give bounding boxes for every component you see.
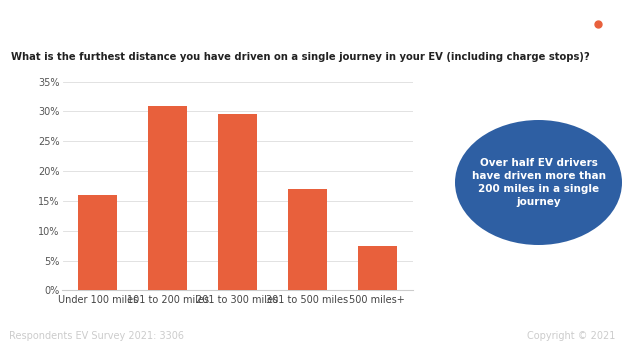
- Bar: [78, 195, 117, 290]
- Text: What is the furthest distance you have driven on a single journey in your EV (in: What is the furthest distance you have d…: [11, 52, 590, 62]
- Text: Copyright © 2021: Copyright © 2021: [528, 331, 616, 341]
- Text: ZAP: ZAP: [571, 16, 597, 29]
- Text: MAP: MAP: [609, 16, 625, 29]
- Text: Over half EV drivers
have driven more than
200 miles in a single
journey: Over half EV drivers have driven more th…: [471, 158, 606, 207]
- Text: Longer distance electric journeys becoming the norm: Longer distance electric journeys becomi…: [16, 18, 500, 32]
- Ellipse shape: [455, 120, 622, 245]
- Bar: [218, 114, 257, 290]
- Bar: [358, 246, 397, 290]
- Text: Respondents EV Survey 2021: 3306: Respondents EV Survey 2021: 3306: [9, 331, 184, 341]
- Bar: [148, 106, 187, 290]
- Bar: [288, 189, 327, 290]
